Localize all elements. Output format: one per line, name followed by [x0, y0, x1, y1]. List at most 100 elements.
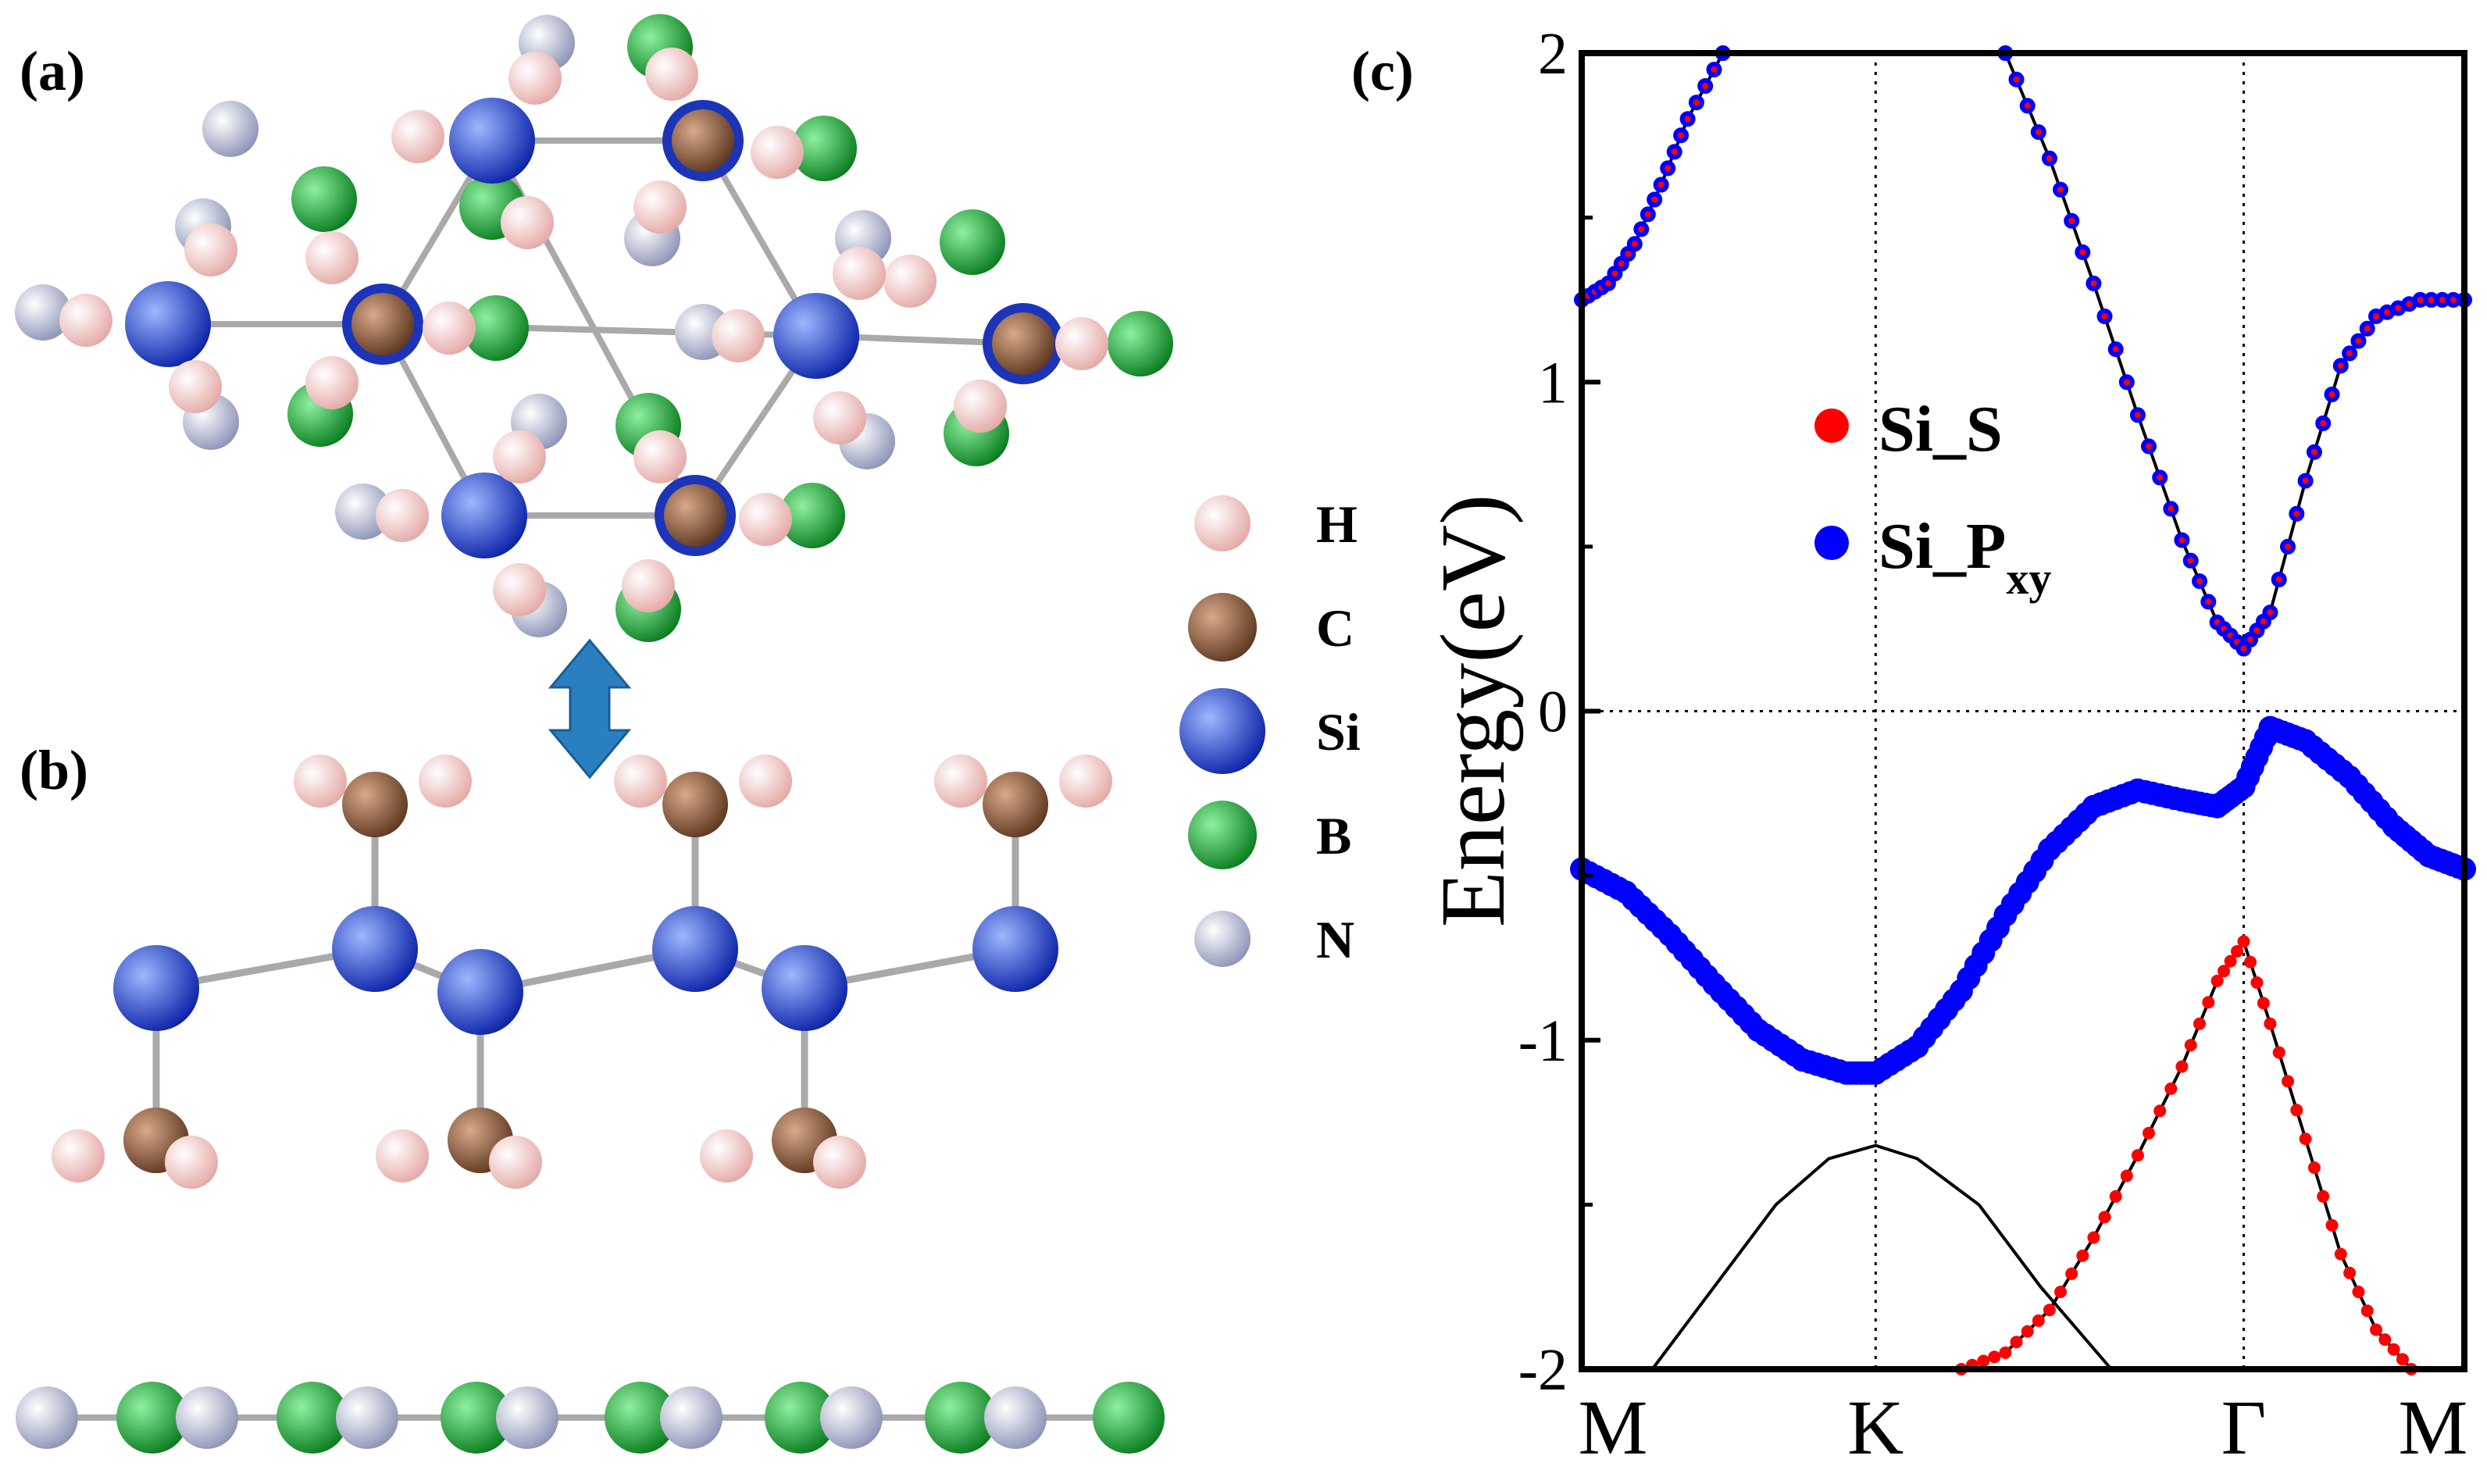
- chart-legend: Si_S Si_Pxy: [1814, 393, 2051, 604]
- atom-h: [376, 1129, 429, 1183]
- chart-point-inner: [2275, 576, 2282, 583]
- atom-n: [1194, 911, 1251, 967]
- chart-point-inner: [2240, 645, 2247, 652]
- chart-point: [2352, 1286, 2365, 1298]
- atom-b: [780, 483, 845, 548]
- chart-point: [2370, 1323, 2382, 1336]
- atom-b: [463, 295, 529, 361]
- chart-point-inner: [2395, 305, 2402, 312]
- chart-ylabel: Energy(eV): [1422, 494, 1524, 928]
- structure-side-view: [52, 754, 1112, 1189]
- chart-point-inner: [2024, 102, 2031, 109]
- chart-point-inner: [2450, 296, 2457, 303]
- atom-c: [672, 109, 734, 172]
- chart-point-inner: [2157, 474, 2164, 481]
- atom-h: [934, 754, 987, 808]
- chart-point-inner: [2187, 557, 2194, 564]
- atom-n: [496, 1386, 558, 1449]
- chart-point-inner: [1625, 251, 1632, 257]
- chart-point-inner: [2178, 537, 2185, 544]
- atom-legend: HC Si BN: [1179, 494, 1361, 969]
- chart-point: [2396, 1353, 2409, 1366]
- atom-n: [660, 1386, 723, 1449]
- legend-label: Si_S: [1879, 393, 2003, 466]
- atom-h: [501, 196, 554, 249]
- chart-point-inner: [2293, 510, 2300, 517]
- chart-point: [2065, 1267, 2078, 1280]
- chart-point: [2021, 1325, 2034, 1338]
- panel-label-c: (c): [1351, 40, 1414, 102]
- chart-gridlines: [1582, 53, 2464, 1369]
- atom-h: [376, 489, 429, 542]
- atom-h: [489, 1136, 542, 1189]
- chart-point: [2237, 935, 2250, 948]
- atom-h: [883, 255, 937, 308]
- atom-h: [169, 360, 222, 413]
- chart-point-inner: [2112, 346, 2119, 353]
- chart-point: [2210, 974, 2224, 987]
- chart-point-inner: [2205, 598, 2212, 605]
- chart-point: [2054, 1286, 2067, 1298]
- atom-n: [16, 1386, 78, 1449]
- chart-point-inner: [2417, 296, 2424, 303]
- chart-point-inner: [2428, 296, 2435, 303]
- chart-point-inner: [2373, 313, 2379, 319]
- chart-point-inner: [2090, 280, 2097, 287]
- legend-atom-label: N: [1316, 910, 1354, 969]
- chart-point-inner: [1702, 83, 1709, 90]
- chart-point: [2143, 1126, 2155, 1140]
- atom-si: [113, 945, 199, 1031]
- chart-points: [1570, 45, 2476, 1375]
- atom-b: [765, 1382, 837, 1454]
- chart-point-inner: [2068, 217, 2075, 224]
- chart-point: [2202, 996, 2215, 1009]
- atom-si: [437, 949, 523, 1035]
- legend-atom-label: B: [1316, 806, 1351, 865]
- atom-si: [652, 906, 738, 992]
- chart-point-inner: [2384, 309, 2391, 316]
- atom-c: [664, 484, 726, 547]
- atom-h: [165, 1136, 218, 1189]
- chart-point-inner: [2079, 248, 2086, 255]
- atom-h: [305, 356, 359, 409]
- chart-point: [1977, 1354, 1990, 1368]
- atom-h: [1055, 317, 1108, 370]
- atom-si: [773, 293, 859, 379]
- chart-point: [2175, 1060, 2189, 1073]
- x-tick-label: K: [1847, 1384, 1904, 1471]
- chart-point-inner: [2355, 337, 2362, 344]
- legend-atom-label: H: [1316, 494, 1358, 554]
- atom-b: [1188, 801, 1257, 869]
- chart-point-inner: [2046, 155, 2053, 162]
- atom-b: [277, 1382, 348, 1454]
- atom-n: [202, 101, 259, 157]
- chart-point: [2282, 1075, 2294, 1088]
- atom-si: [449, 98, 535, 184]
- atom-c: [662, 772, 728, 837]
- chart-point: [2264, 1017, 2277, 1030]
- y-tick-label: 0: [1538, 680, 1568, 745]
- atom-h: [712, 309, 765, 362]
- atom-c: [351, 293, 414, 355]
- chart-point: [2343, 1266, 2357, 1279]
- structure-top-view: [15, 14, 1173, 642]
- chart-point: [2299, 1133, 2312, 1146]
- band-line: [1961, 937, 2413, 1371]
- atom-n: [15, 284, 71, 341]
- panel-label-b: (b): [20, 739, 88, 801]
- chart-point-inner: [2310, 448, 2318, 455]
- chart-point-inner: [2364, 325, 2371, 332]
- atom-b: [940, 209, 1005, 275]
- band-line: [2004, 52, 2464, 651]
- atom-si: [762, 945, 847, 1031]
- chart-point-inner: [2168, 505, 2175, 512]
- atom-b: [1093, 1382, 1165, 1454]
- chart-point: [2231, 945, 2243, 958]
- atom-si: [972, 906, 1058, 992]
- chart-point: [2098, 1211, 2111, 1224]
- atom-h: [739, 493, 792, 546]
- atom-h: [1194, 495, 1251, 551]
- atom-h: [423, 301, 476, 355]
- chart-point: [2153, 1104, 2167, 1118]
- chart-point-inner: [2134, 412, 2141, 419]
